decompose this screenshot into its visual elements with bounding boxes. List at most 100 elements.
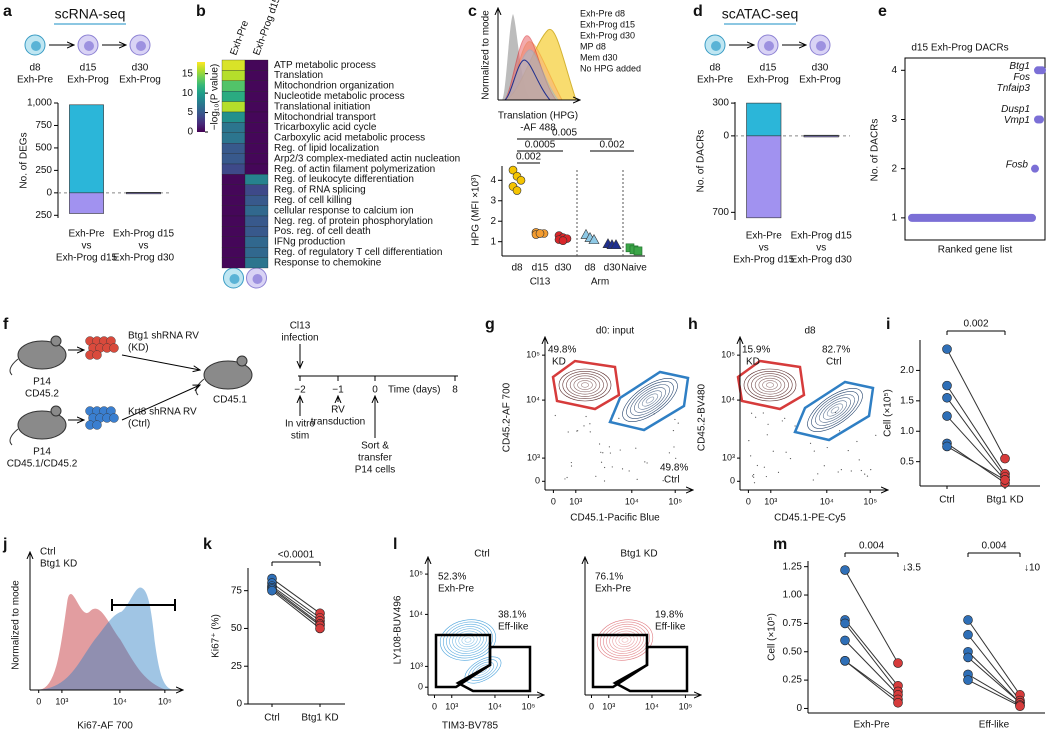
dot [893,658,903,668]
heatmap-cell [244,80,269,92]
cell-nucleus [764,41,774,51]
pair-line [844,619,899,687]
y-tick-label: 25 [231,661,243,672]
heatmap-cell [244,132,269,144]
gate-pct: 76.1% [595,572,623,583]
bar [69,192,104,214]
heatmap-cell [221,247,246,258]
arrow [121,385,200,421]
y-tick-label: 1.5 [900,395,914,406]
dot [508,165,518,175]
colorbar-tick-label: 15 [182,68,194,79]
pair-line [844,623,899,692]
pair-line [967,619,1021,696]
heatmap-cell [244,226,269,237]
event-dot [767,423,769,425]
contour [566,373,604,397]
gene-label: Dusp1 [1001,104,1030,115]
contour [626,381,674,419]
axis-label: -AF 488 [520,123,556,134]
mouse-label: P14 [33,377,51,388]
row-label: Reg. of lipid localization [274,143,379,154]
event-dot [577,430,579,432]
p-value: 0.0005 [525,140,556,151]
mouse-label: CD45.1/CD45.2 [7,459,78,470]
stage-label: Exh-Prog [119,75,161,86]
y-tick-label: 4 [490,175,496,186]
stage-label: Exh-Pre [697,75,734,86]
pair-line [271,588,321,626]
dot [633,246,643,256]
x-tick-label: 10⁴ [820,496,834,506]
panel-letter: h [688,316,698,333]
gate-pct: 52.3% [438,572,466,583]
cell-nucleus [252,274,263,284]
contour [577,380,593,390]
dot [942,441,952,452]
axis-label: Cell (×10⁵) [767,613,778,661]
event-dot [583,425,585,427]
event-dot [668,452,671,454]
mouse-label: CD45.1 [213,395,247,406]
event-dot [564,478,566,480]
event-dot [847,449,849,452]
contour [747,370,793,400]
colorbar [197,62,205,132]
dot [267,585,277,596]
cell-nucleus [711,41,721,51]
y-tick-label: 75 [231,585,243,596]
y-tick-label: 0 [723,131,729,142]
x-tick-label: Ctrl [939,495,955,506]
mouse-ear [50,335,62,347]
x-tick-label: Btg1 KD [986,495,1023,506]
dot [963,675,973,685]
gate-name: Ctrl [826,357,842,368]
dot [588,234,600,244]
row-label: Response to chemokine [274,257,382,268]
dot [942,380,952,391]
contour [569,375,601,395]
heatmap-cell [221,184,246,196]
contour [464,637,472,643]
panel-letter: m [773,536,787,553]
stage-label: d8 [29,63,41,74]
y-tick-label: 700 [712,207,729,218]
x-tick-label: 10⁴ [488,701,502,711]
axis-label: CD45.1-Pacific Blue [570,513,660,524]
stage-label: d15 [760,63,777,74]
heatmap-cell [221,101,246,113]
x-tick-label: 10⁵ [863,496,877,506]
x-tick-label: 0 [551,496,556,506]
x-tick-label: Ctrl [264,713,280,724]
heatmap-cell [221,80,246,92]
event-dot [595,475,597,477]
dot [840,635,850,646]
event-dot [777,471,780,473]
contour [819,397,851,423]
row-label: Reg. of actin filament polymerization [274,164,435,175]
x-tick-label: 10³ [602,701,615,711]
contour [807,388,863,432]
contour [811,391,859,429]
stage-label: d30 [812,63,829,74]
contour [596,619,654,661]
legend-label: Exh-Pre d8 [580,8,625,18]
gate [612,645,689,693]
heatmap-cell [221,143,246,154]
heatmap-cell [221,174,246,185]
event-label: transduction [311,417,365,428]
panel-letter: l [393,536,397,553]
y-tick-label: 0.75 [783,618,803,629]
event-label: Sort & [361,441,389,452]
pair-line [946,385,1006,475]
contour [743,368,797,402]
event-dot [585,415,587,418]
contour [754,375,786,395]
event-dot [781,420,783,422]
row-label: Reg. of leukocyte differentiation [274,174,414,185]
heatmap-cell [221,111,246,123]
event-dot [675,457,677,459]
event-dot [850,470,852,472]
fold-change: ↓10 [1024,563,1041,574]
